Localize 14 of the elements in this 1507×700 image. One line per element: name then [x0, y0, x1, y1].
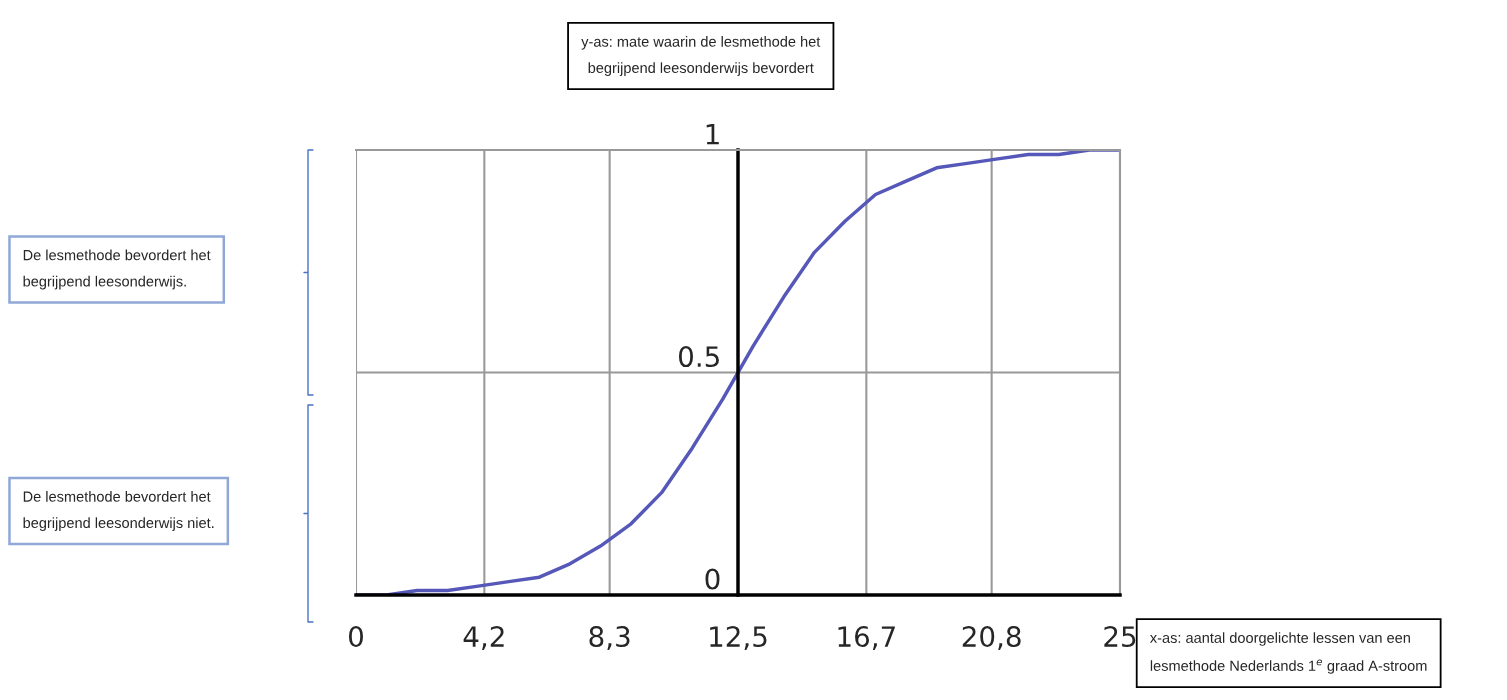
x-tick-label: 20,8 — [962, 626, 1021, 650]
x-tick-label: 16,7 — [838, 626, 895, 650]
y-tick-label: 1 — [706, 123, 719, 145]
x-tick-label: 25 — [1104, 626, 1136, 648]
y-tick-label: 0 — [705, 568, 720, 590]
text: x-as: aantal doorgelichte lessen van een lesmethode Nederlands 1$^{e}$ graad A-stroom — [1150, 632, 1427, 674]
text: De lesmethode bevordert het begrijpend leesonderwijs. — [23, 249, 211, 290]
x-tick-label: 8,3 — [589, 626, 630, 650]
x-tick-label: 12,5 — [710, 626, 767, 650]
text: De lesmethode bevordert het begrijpend leesonderwijs niet. — [23, 491, 214, 531]
x-tick-label: 0 — [348, 626, 363, 648]
text: y-as: mate waarin de lesmethode het begrijpend leesonderwijs bevordert — [581, 36, 821, 76]
y-tick-label: 0.5 — [678, 346, 719, 368]
x-tick-label: 4,2 — [463, 626, 504, 650]
